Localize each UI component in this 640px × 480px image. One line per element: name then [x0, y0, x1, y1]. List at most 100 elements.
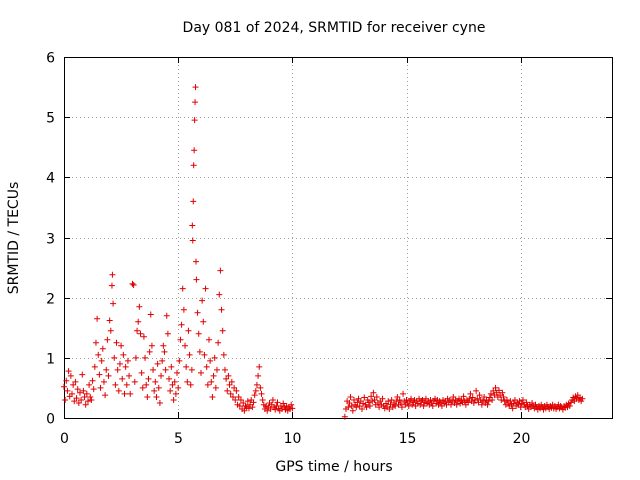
data-point — [105, 372, 112, 379]
data-point — [393, 398, 400, 405]
data-point — [90, 386, 97, 393]
data-point — [146, 348, 153, 355]
data-point — [120, 351, 127, 358]
chart-title: Day 081 of 2024, SRMTID for receiver cyn… — [183, 20, 486, 36]
data-point — [171, 378, 178, 385]
data-point — [129, 280, 136, 287]
data-point — [212, 384, 219, 391]
data-point — [192, 84, 199, 91]
data-point — [95, 351, 102, 358]
data-point — [148, 342, 155, 349]
data-point — [123, 381, 130, 388]
data-point — [236, 402, 243, 409]
data-point — [190, 198, 197, 205]
x-tick-label: 15 — [399, 431, 417, 447]
data-point — [216, 291, 223, 298]
data-point — [100, 378, 107, 385]
data-point — [231, 384, 238, 391]
data-point — [257, 384, 264, 391]
data-point — [192, 258, 199, 265]
data-point — [227, 390, 234, 397]
data-point — [194, 309, 201, 316]
data-point — [94, 315, 101, 322]
data-point — [259, 396, 266, 403]
data-point — [91, 363, 98, 370]
data-point — [386, 405, 393, 412]
data-point — [470, 399, 477, 406]
axis-ticks — [64, 57, 612, 419]
grid-lines — [64, 57, 612, 418]
data-point — [88, 396, 95, 403]
data-point — [492, 384, 499, 391]
data-point — [397, 399, 404, 406]
data-point — [253, 381, 260, 388]
data-point — [80, 387, 87, 394]
data-point — [408, 395, 415, 402]
data-point — [229, 393, 236, 400]
data-point — [350, 396, 357, 403]
data-point — [184, 378, 191, 385]
data-point — [92, 339, 99, 346]
data-point — [208, 378, 215, 385]
data-point — [67, 372, 74, 379]
data-point — [195, 330, 202, 337]
data-point — [348, 402, 355, 409]
data-point — [288, 401, 295, 408]
data-point — [373, 393, 380, 400]
data-point — [450, 393, 457, 400]
data-point — [503, 396, 510, 403]
data-point — [190, 162, 197, 169]
data-point — [110, 300, 117, 307]
data-point — [249, 404, 256, 411]
data-point — [240, 399, 247, 406]
data-point — [192, 99, 199, 106]
data-point — [358, 405, 365, 412]
data-point — [142, 354, 149, 361]
data-point — [150, 366, 157, 373]
data-point — [153, 393, 160, 400]
data-point — [478, 401, 485, 408]
data-point — [221, 366, 228, 373]
data-point — [349, 407, 356, 414]
data-point — [417, 401, 424, 408]
data-point — [258, 390, 265, 397]
data-point — [104, 336, 111, 343]
data-point — [118, 342, 125, 349]
data-point — [164, 330, 171, 337]
data-point — [109, 271, 116, 278]
data-point — [152, 378, 159, 385]
data-point — [280, 400, 287, 407]
data-point — [160, 342, 167, 349]
data-point — [225, 372, 232, 379]
data-point — [97, 384, 104, 391]
y-tick-label: 2 — [46, 292, 55, 308]
data-point — [346, 399, 353, 406]
data-point — [113, 339, 120, 346]
data-point — [75, 399, 82, 406]
data-point — [168, 363, 175, 370]
data-point — [429, 402, 436, 409]
data-point — [224, 387, 231, 394]
data-point — [233, 387, 240, 394]
data-point — [145, 375, 152, 382]
data-point — [87, 393, 94, 400]
y-tick-label: 4 — [46, 171, 55, 187]
data-point — [465, 399, 472, 406]
data-point — [102, 392, 109, 399]
data-point — [566, 402, 573, 409]
data-point — [175, 384, 182, 391]
data-point — [473, 387, 480, 394]
data-point — [137, 330, 144, 337]
data-point — [509, 405, 516, 412]
y-axis-label: SRMTID / TECUs — [6, 182, 22, 295]
data-point — [388, 396, 395, 403]
data-point — [392, 402, 399, 409]
data-point — [167, 387, 174, 394]
data-point — [182, 342, 189, 349]
data-point — [84, 398, 91, 405]
data-point — [274, 399, 281, 406]
data-point — [180, 306, 187, 313]
data-point — [481, 393, 488, 400]
data-point — [135, 318, 142, 325]
data-point — [244, 398, 251, 405]
